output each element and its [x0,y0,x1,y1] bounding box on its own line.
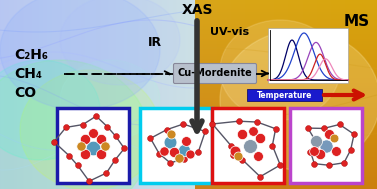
Point [326,132,332,135]
Bar [212,108,284,183]
Point [147,137,153,140]
Point [98,137,104,140]
Point [63,126,69,129]
Point [171,150,177,153]
Point [317,152,323,155]
Point [348,148,354,151]
Point [323,144,329,147]
Point [183,139,189,142]
Point [51,140,57,143]
Point [305,127,311,130]
Point [90,146,96,149]
Bar [140,108,212,183]
Point [75,164,81,167]
Text: MS: MS [344,15,370,29]
Point [98,152,104,155]
Point [236,120,242,123]
Point [167,140,173,143]
Point [313,139,319,142]
Point [195,150,201,153]
Ellipse shape [220,30,377,170]
Point [164,128,170,131]
Point [187,152,193,155]
Text: Temperature: Temperature [257,91,312,99]
Point [311,162,317,165]
Ellipse shape [0,60,100,160]
Point [277,163,283,167]
Point [257,175,263,178]
Point [121,147,127,150]
Point [104,125,110,128]
Point [86,180,92,183]
Point [181,148,187,151]
Point [333,149,339,152]
Point [247,144,253,147]
Bar [268,28,348,83]
Point [103,172,109,175]
Point [90,131,96,134]
Point [308,150,314,153]
Point [314,143,320,146]
Text: UV-vis: UV-vis [210,27,250,37]
Text: CO: CO [14,86,36,100]
Point [232,149,238,152]
Point [202,130,208,133]
Point [176,156,182,159]
Bar [247,89,322,101]
Text: C₂H₆: C₂H₆ [14,48,48,62]
Point [337,123,343,126]
Text: CH₄: CH₄ [14,67,42,81]
Point [351,133,357,136]
Point [180,122,186,125]
Bar [57,108,129,183]
Ellipse shape [0,60,150,189]
Point [257,136,263,139]
Text: XAS: XAS [181,3,213,17]
Ellipse shape [60,60,160,140]
FancyBboxPatch shape [173,64,256,84]
Ellipse shape [220,20,340,120]
Point [250,129,256,132]
Point [321,127,327,130]
Point [331,136,337,139]
Point [113,135,119,138]
Text: IR: IR [148,36,162,49]
Point [167,161,173,164]
Point [254,121,260,124]
Point [66,154,72,157]
Point [239,132,245,135]
Point [112,159,118,162]
Point [273,127,279,130]
Ellipse shape [20,70,160,189]
Point [239,158,245,161]
Point [235,154,241,157]
Point [210,122,216,125]
Point [181,158,187,161]
Text: Cu-Mordenite: Cu-Mordenite [178,68,252,78]
Ellipse shape [0,0,160,110]
Ellipse shape [60,0,180,85]
Point [80,123,86,126]
Point [102,144,108,147]
Point [311,149,317,152]
Point [168,132,174,135]
Point [255,154,261,157]
Point [341,161,347,164]
Point [156,152,162,155]
Bar [290,108,362,183]
Point [269,144,275,147]
Point [82,152,88,155]
Point [230,153,236,156]
Point [161,149,167,152]
Point [93,115,99,118]
Point [228,144,234,147]
Point [78,144,84,147]
Point [82,137,88,140]
Point [326,164,332,167]
